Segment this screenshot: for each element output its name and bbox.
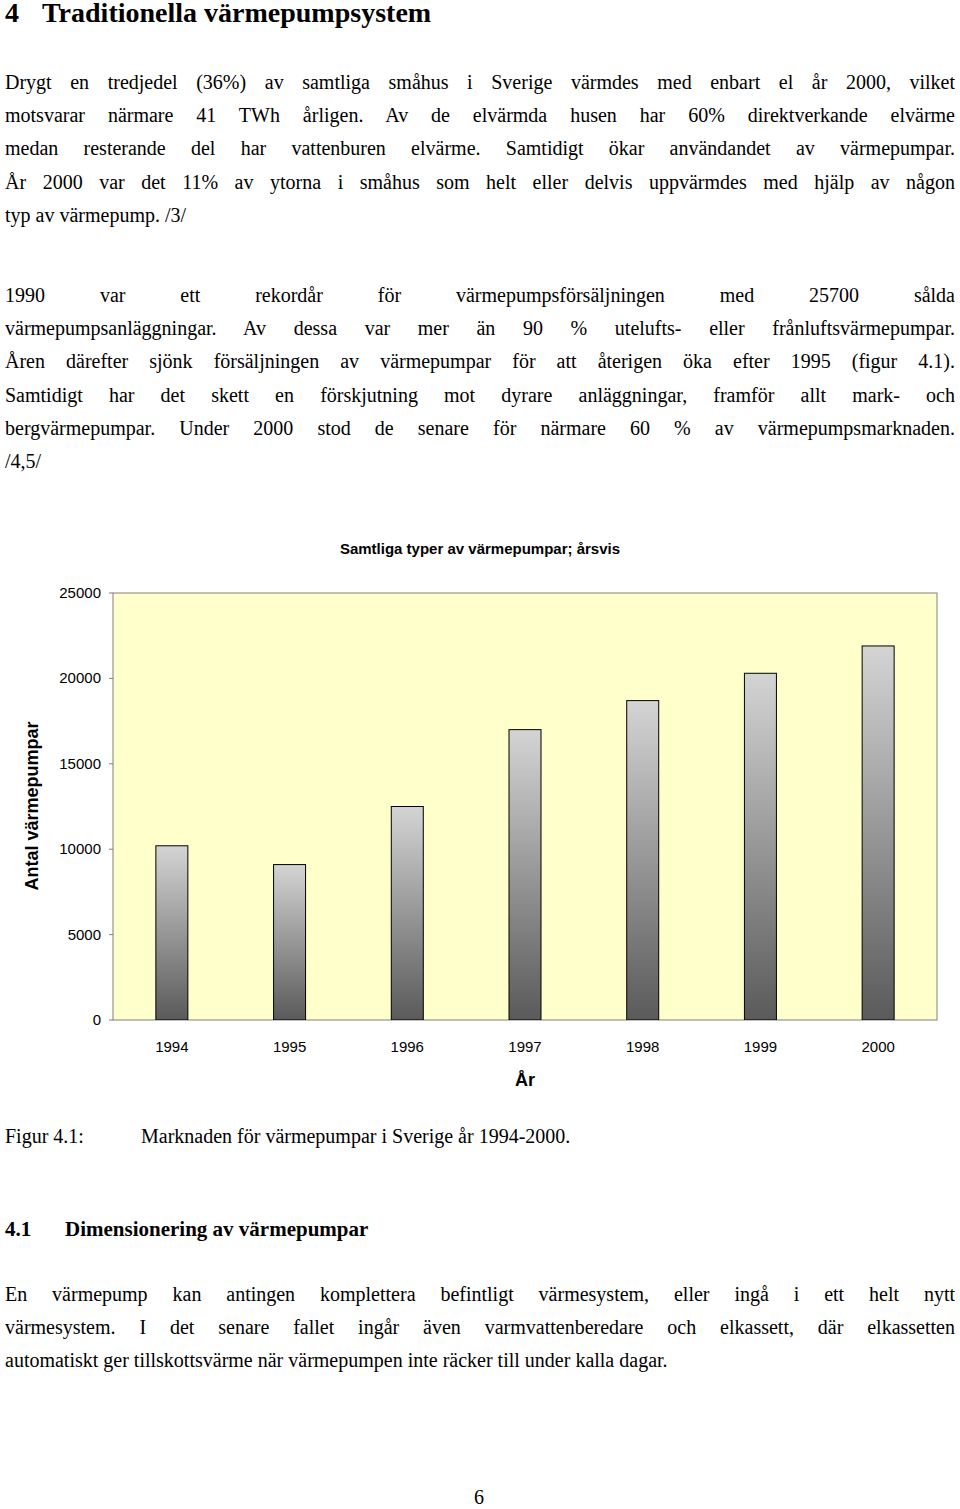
bar <box>509 730 541 1020</box>
text-line: 1990 var ett rekordår för värmepumpsförs… <box>5 283 955 307</box>
page: 4 Traditionella värmepumpsystem Drygt en t… <box>0 0 960 1509</box>
text-line: År 2000 var det 11% av ytorna i småhus s… <box>5 170 955 194</box>
chart: Samtliga typer av värmepumpar; årsvis 0 50… <box>0 0 960 1509</box>
x-tick-label: 2000 <box>861 1038 894 1055</box>
caption-label: Figur 4.1: <box>5 1124 84 1148</box>
y-tick-label: 5000 <box>68 926 101 943</box>
y-tick-label: 0 <box>93 1011 101 1028</box>
bars <box>156 646 894 1020</box>
bar <box>862 646 894 1020</box>
x-tick-label: 1998 <box>626 1038 659 1055</box>
y-tick <box>109 763 113 764</box>
text-line: automatiskt ger tillskottsvärme när värm… <box>5 1348 955 1372</box>
y-tick-label: 15000 <box>59 755 101 772</box>
caption-text: Marknaden för värmepumpar i Sverige år 1… <box>141 1124 570 1148</box>
text-line: medan resterande del har vattenburen elv… <box>5 136 955 160</box>
section-title: Dimensionering av värmepumpar <box>65 1216 368 1242</box>
y-tick-label: 25000 <box>59 584 101 601</box>
x-tick-label: 1999 <box>744 1038 777 1055</box>
y-tick <box>109 678 113 679</box>
text-line: Åren därefter sjönk försäljningen av vär… <box>5 349 955 373</box>
plot-area <box>113 593 937 1020</box>
x-tick-label: 1997 <box>508 1038 541 1055</box>
y-tick <box>109 934 113 935</box>
text-line: motsvarar närmare 41 TWh årligen. Av de … <box>5 103 955 127</box>
x-axis-label: År <box>515 1070 535 1090</box>
section-number: 4.1 <box>5 1216 31 1242</box>
y-tick <box>109 593 113 594</box>
text-line: värmepumpsanläggningar. Av dessa var mer… <box>5 316 955 340</box>
bar <box>627 701 659 1020</box>
bar <box>156 846 188 1020</box>
x-tick-label: 1994 <box>155 1038 188 1055</box>
text-line: En värmepump kan antingen komplettera be… <box>5 1282 955 1306</box>
y-tick <box>109 1020 113 1021</box>
y-tick-label: 10000 <box>59 840 101 857</box>
x-tick-label: 1996 <box>391 1038 424 1055</box>
page-number: 6 <box>474 1485 484 1509</box>
bar <box>274 865 306 1020</box>
heading-number: 4 <box>5 0 19 29</box>
y-tick <box>109 849 113 850</box>
text-line: Drygt en tredjedel (36%) av samtliga små… <box>5 70 955 94</box>
y-tick-label: 20000 <box>59 669 101 686</box>
text-line: /4,5/ <box>5 449 955 473</box>
x-tick-label: 1995 <box>273 1038 306 1055</box>
text-line: Samtidigt har det skett en förskjutning … <box>5 383 955 407</box>
y-axis-label: Antal värmepumpar <box>22 721 42 890</box>
bar <box>391 807 423 1021</box>
text-line: värmesystem. I det senare fallet ingår ä… <box>5 1315 955 1339</box>
heading-title: Traditionella värmepumpsystem <box>42 0 431 29</box>
chart-title: Samtliga typer av värmepumpar; årsvis <box>340 540 620 557</box>
text-line: bergvärmepumpar. Under 2000 stod de sena… <box>5 416 955 440</box>
text-line: typ av värmepump. /3/ <box>5 203 955 227</box>
bar <box>744 673 776 1020</box>
